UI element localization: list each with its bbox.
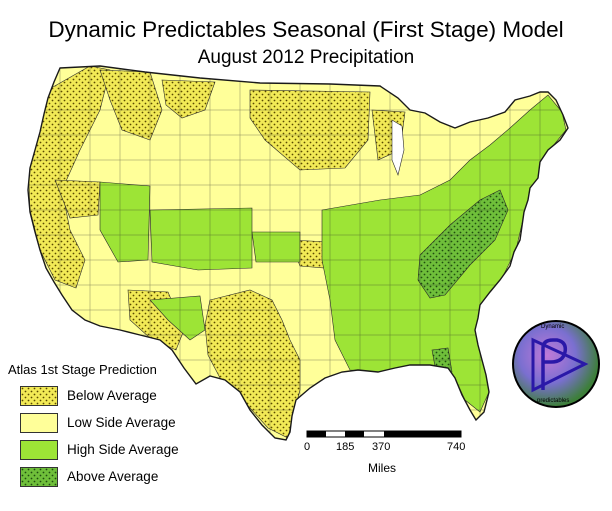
- above-average-swatch: [20, 467, 58, 487]
- low-side-average-swatch: [20, 413, 58, 433]
- logo-top-text: Dynamic: [541, 324, 565, 330]
- map-title: Dynamic Predictables Seasonal (First Sta…: [48, 17, 564, 42]
- legend-label: Below Average: [67, 388, 157, 403]
- dynamic-predictables-logo: Dynamic predictables: [511, 318, 601, 415]
- scale-tick-0: 0: [304, 441, 311, 453]
- legend-label: High Side Average: [67, 442, 179, 457]
- scale-units: Miles: [368, 461, 397, 475]
- scale-tick-740: 740: [447, 441, 466, 453]
- play-triangle-icon: [512, 320, 600, 408]
- legend-label: Low Side Average: [67, 415, 176, 430]
- scale-bar: [306, 430, 462, 438]
- high-side-average-swatch: [20, 440, 58, 460]
- scale-tick-370: 370: [372, 441, 391, 453]
- map-subtitle: August 2012 Precipitation: [197, 47, 415, 68]
- legend-label: Above Average: [67, 469, 159, 484]
- legend-title: Atlas 1st Stage Prediction: [8, 362, 157, 377]
- scale-tick-185: 185: [336, 441, 355, 453]
- below-average-swatch: [20, 386, 58, 406]
- logo-bottom-text: predictables: [537, 398, 570, 404]
